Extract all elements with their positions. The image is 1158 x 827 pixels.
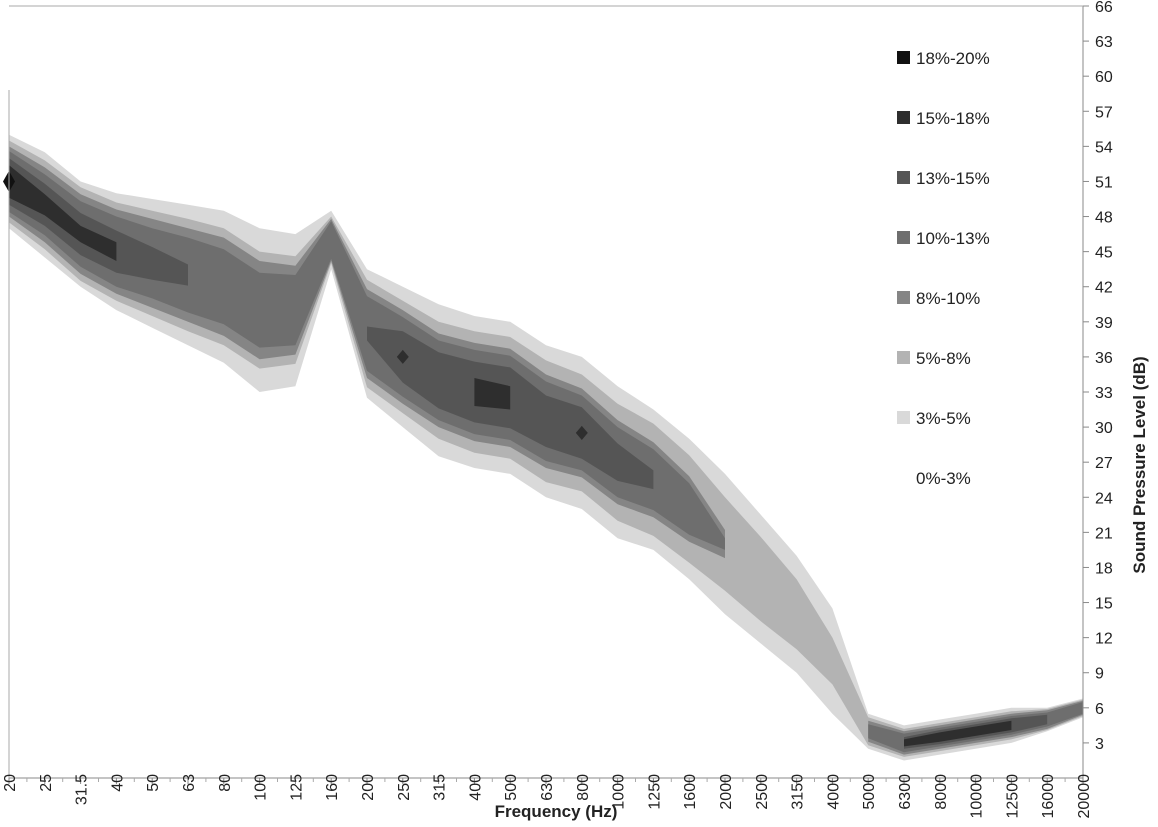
y-tick-label: 30: [1095, 420, 1113, 437]
y-tick-label: 60: [1095, 69, 1113, 86]
x-tick-label: 1600: [682, 774, 699, 810]
x-tick-label: 80: [217, 774, 234, 792]
y-tick-label: 9: [1095, 666, 1104, 683]
x-tick-label: 1250: [646, 774, 663, 810]
x-tick-label: 63: [181, 774, 198, 792]
y-tick-label: 66: [1095, 0, 1113, 16]
y-tick-label: 24: [1095, 490, 1113, 507]
x-tick-label: 250: [396, 774, 413, 801]
x-tick-label: 160: [324, 774, 341, 801]
band-15pct-18pct-1: [396, 349, 409, 364]
y-axis-title: Sound Pressure Level (dB): [1130, 356, 1149, 573]
x-tick-label: 125: [288, 774, 305, 801]
y-tick-label: 51: [1095, 174, 1113, 191]
y-tick-label: 45: [1095, 245, 1113, 262]
y-tick-label: 48: [1095, 210, 1113, 227]
y-tick-label: 36: [1095, 350, 1113, 367]
legend-label: 0%-3%: [916, 469, 971, 488]
x-tick-label: 20: [2, 774, 19, 792]
band-13pct-15pct-0: [9, 158, 188, 286]
x-tick-label: 630: [539, 774, 556, 801]
legend-swatch: [897, 111, 910, 124]
band-10pct-13pct-0: [9, 151, 725, 550]
x-tick-label: 31.5: [74, 774, 91, 805]
y-tick-label: 15: [1095, 596, 1113, 613]
x-tick-label: 2000: [718, 774, 735, 810]
x-tick-label: 315: [432, 774, 449, 801]
y-tick-label: 12: [1095, 631, 1113, 648]
x-tick-label: 6300: [897, 774, 914, 810]
y-tick-label: 21: [1095, 525, 1113, 542]
legend-swatch: [897, 351, 910, 364]
band-15pct-18pct-2: [474, 378, 511, 410]
x-tick-label: 200: [360, 774, 377, 801]
x-tick-label: 50: [145, 774, 162, 792]
x-tick-label: 5000: [861, 774, 878, 810]
x-tick-label: 40: [109, 774, 126, 792]
legend-swatch: [897, 411, 910, 424]
x-tick-label: 25: [38, 774, 55, 792]
x-tick-label: 100: [253, 774, 270, 801]
band-15pct-18pct-0: [9, 165, 117, 261]
x-tick-label: 20000: [1076, 774, 1093, 819]
y-tick-label: 39: [1095, 315, 1113, 332]
x-tick-label: 3150: [790, 774, 807, 810]
x-tick-label: 8000: [933, 774, 950, 810]
y-tick-label: 27: [1095, 455, 1113, 472]
density-bands: [3, 134, 1083, 761]
x-tick-label: 16000: [1040, 774, 1057, 819]
legend-label: 13%-15%: [916, 169, 990, 188]
legend-label: 8%-10%: [916, 289, 980, 308]
y-tick-label: 33: [1095, 385, 1113, 402]
x-tick-label: 1000: [611, 774, 628, 810]
x-tick-label: 4000: [825, 774, 842, 810]
x-tick-label: 10000: [969, 774, 986, 819]
legend-label: 5%-8%: [916, 349, 971, 368]
x-tick-label: 12500: [1004, 774, 1021, 819]
y-tick-label: 42: [1095, 280, 1113, 297]
x-tick-label: 400: [467, 774, 484, 801]
x-tick-label: 2500: [754, 774, 771, 810]
y-tick-label: 63: [1095, 34, 1113, 51]
band-15pct-18pct-3: [575, 425, 588, 440]
legend-swatch: [897, 51, 910, 64]
y-tick-label: 57: [1095, 104, 1113, 121]
y-tick-label: 54: [1095, 139, 1113, 156]
legend-label: 18%-20%: [916, 49, 990, 68]
y-tick-label: 3: [1095, 736, 1104, 753]
x-tick-label: 800: [575, 774, 592, 801]
legend-label: 15%-18%: [916, 109, 990, 128]
band-15pct-18pct-4: [904, 720, 1012, 747]
y-tick-label: 18: [1095, 560, 1113, 577]
legend-swatch: [897, 171, 910, 184]
legend-label: 3%-5%: [916, 409, 971, 428]
legend-label: 10%-13%: [916, 229, 990, 248]
legend: 18%-20% 15%-18% 13%-15% 10%-13% 8%-10% 5%-8% 3…: [897, 49, 990, 488]
legend-swatch: [897, 231, 910, 244]
x-tick-label: 500: [503, 774, 520, 801]
legend-swatch: [897, 291, 910, 304]
x-axis-title: Frequency (Hz): [495, 802, 618, 821]
x-tick-group: 20 25 31.5 40 50 63 80 100 125 160 200 250 315 400 500…: [2, 774, 1093, 819]
y-tick-group: 3691215182124273033363942454851545760636…: [1083, 0, 1113, 753]
y-tick-label: 6: [1095, 701, 1104, 718]
